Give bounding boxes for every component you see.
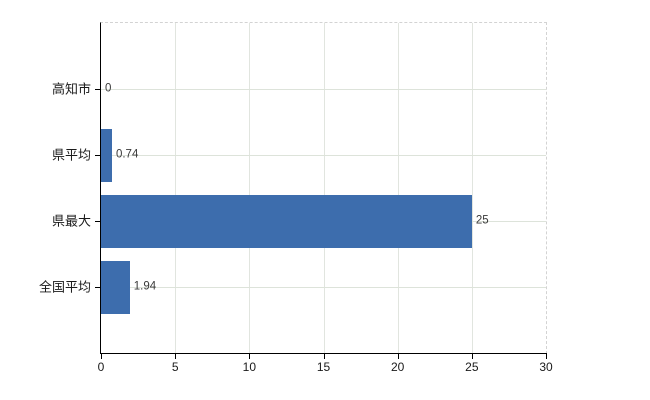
value-label: 0.74 [115, 148, 139, 161]
x-axis-tick [175, 353, 177, 359]
h-gridline [101, 155, 546, 156]
v-gridline [323, 23, 325, 353]
category-label: 県平均 [51, 147, 91, 163]
y-axis-tick [95, 89, 101, 90]
value-label: 1.94 [133, 280, 157, 293]
x-tick-label: 30 [539, 360, 553, 374]
y-axis-tick [95, 155, 101, 156]
plot-area: 0 5 10 15 20 25 30 高知市 0 県平均 0.74 県最大 25 全国平均 1.94 [39, 22, 553, 373]
x-tick-label: 25 [465, 360, 479, 374]
h-gridline [101, 287, 546, 288]
bar [101, 260, 130, 314]
h-gridline [101, 89, 546, 90]
x-tick-label: 5 [171, 360, 179, 374]
category-label: 高知市 [51, 81, 91, 97]
v-gridline [249, 23, 251, 353]
v-gridline [471, 23, 473, 353]
x-tick-label: 0 [97, 360, 105, 374]
x-axis-tick [249, 353, 251, 359]
x-axis-tick [323, 353, 325, 359]
y-axis-tick [95, 287, 101, 288]
v-gridline [175, 23, 177, 353]
x-axis-tick [101, 353, 102, 359]
x-axis-tick [471, 353, 473, 359]
value-label: 25 [475, 214, 489, 227]
x-tick-label: 10 [242, 360, 257, 374]
x-tick-label: 20 [390, 360, 405, 374]
bar [101, 194, 472, 248]
y-axis-tick [95, 221, 101, 222]
bar [101, 128, 112, 182]
x-axis-tick [546, 353, 547, 359]
v-gridline [397, 23, 399, 353]
category-label: 全国平均 [38, 279, 91, 295]
value-label: 0 [105, 82, 112, 95]
x-axis-tick [397, 353, 399, 359]
x-tick-label: 15 [316, 360, 331, 374]
category-label: 県最大 [51, 213, 91, 229]
